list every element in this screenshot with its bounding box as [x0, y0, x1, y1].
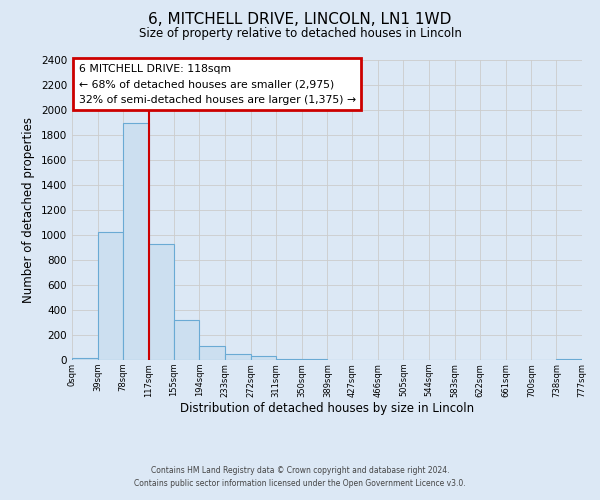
Text: 6 MITCHELL DRIVE: 118sqm
← 68% of detached houses are smaller (2,975)
32% of sem: 6 MITCHELL DRIVE: 118sqm ← 68% of detach…: [79, 64, 356, 105]
Bar: [98, 232, 123, 360]
Text: Contains HM Land Registry data © Crown copyright and database right 2024.
Contai: Contains HM Land Registry data © Crown c…: [134, 466, 466, 487]
Bar: [149, 244, 174, 360]
Bar: [174, 320, 199, 360]
Y-axis label: Number of detached properties: Number of detached properties: [22, 117, 35, 303]
Bar: [225, 354, 251, 360]
Bar: [251, 356, 276, 360]
Bar: [276, 359, 302, 360]
Bar: [72, 358, 98, 360]
Bar: [123, 122, 149, 360]
Bar: [199, 346, 225, 360]
Text: 6, MITCHELL DRIVE, LINCOLN, LN1 1WD: 6, MITCHELL DRIVE, LINCOLN, LN1 1WD: [148, 12, 452, 28]
Text: Size of property relative to detached houses in Lincoln: Size of property relative to detached ho…: [139, 28, 461, 40]
X-axis label: Distribution of detached houses by size in Lincoln: Distribution of detached houses by size …: [180, 402, 474, 415]
